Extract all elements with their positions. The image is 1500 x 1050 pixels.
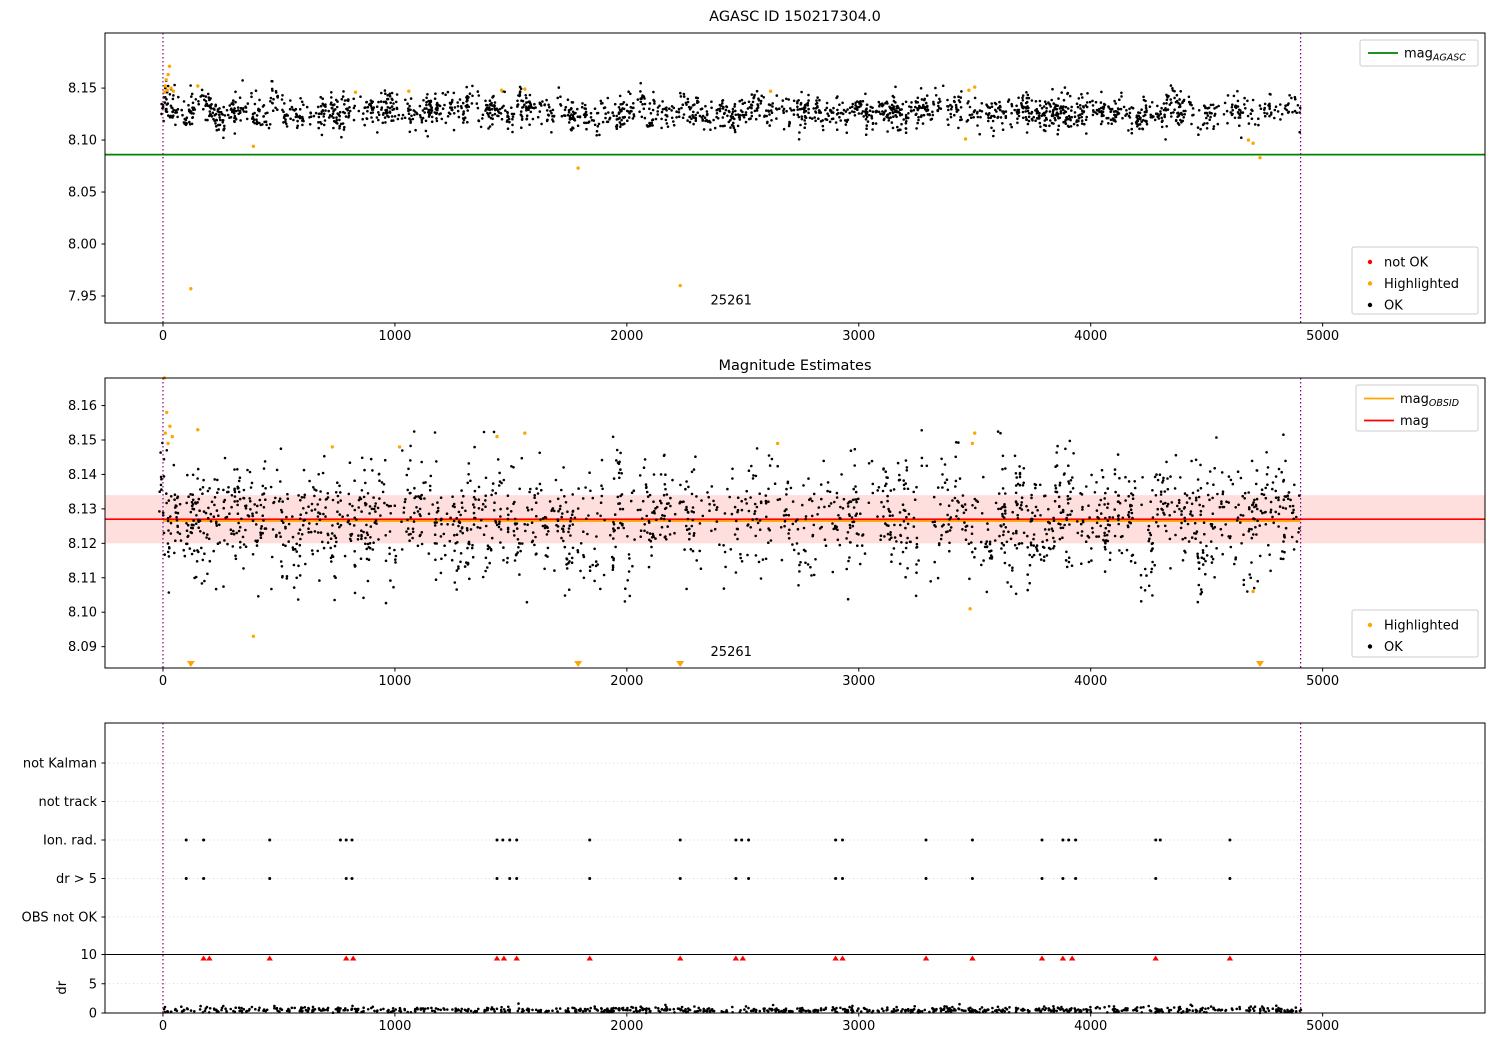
panel-mag-agasc: 0 1000 2000 3000 4000 5000 7.95 8.00 8.05 8.10 8.1… [68, 9, 1486, 344]
axes-frame [104, 377, 1486, 669]
dr-clipped-marker [969, 955, 976, 961]
clipped-low-marker [1256, 661, 1265, 667]
legend-marker [1367, 281, 1373, 286]
label: 8.12 [68, 537, 97, 552]
flag-label: Ion. rad. [43, 834, 97, 849]
axes-frame [104, 722, 1486, 1014]
label: 3000 [842, 674, 875, 689]
ok-scatter [160, 79, 1302, 141]
label: 5000 [1306, 1019, 1339, 1034]
label: 0 [159, 1019, 167, 1034]
label: 1000 [378, 329, 411, 344]
legend-marker [1367, 622, 1373, 628]
dr-clipped-marker [349, 955, 357, 961]
dr-clipped-marker [839, 955, 846, 961]
legend-box [1351, 246, 1479, 315]
dr-clipped-marker [739, 955, 747, 961]
label: 2000 [610, 1019, 643, 1034]
legend-marker [1367, 644, 1373, 649]
dr-clipped-marker [922, 955, 930, 961]
label: 4000 [1074, 674, 1107, 689]
label: mag [1400, 414, 1429, 429]
label: 5 [89, 977, 97, 992]
label: 7.95 [68, 289, 97, 304]
label: 1000 [378, 674, 411, 689]
dr-clipped-marker [513, 955, 520, 961]
label: 8.10 [68, 606, 97, 621]
label: 3000 [842, 329, 875, 344]
dr-scatter [162, 1002, 1303, 1015]
highlighted-scatter [162, 64, 1262, 291]
panel-flags-dr: 0 1000 2000 3000 4000 5000 not Kalman not track… [22, 722, 1486, 1034]
dr-clipped-marker [1226, 955, 1234, 961]
dr-clipped-marker [1059, 955, 1067, 961]
label: not OK [1384, 256, 1429, 271]
legend-marker [1367, 302, 1373, 308]
flag-label: OBS not OK [22, 911, 98, 926]
label: 0 [159, 329, 167, 344]
panel-title: Magnitude Estimates [718, 358, 871, 374]
label: OK [1384, 299, 1403, 314]
label: 5000 [1306, 674, 1339, 689]
label: 8.15 [68, 433, 97, 448]
flag-label: dr > 5 [56, 872, 97, 887]
label: 2000 [610, 674, 643, 689]
dr-clipped-marker [1068, 955, 1076, 961]
panel-title: AGASC ID 150217304.0 [709, 9, 881, 25]
dr-clipped-marker [206, 955, 213, 961]
dr-clipped-marker [343, 955, 350, 961]
dr-clipped-marker [493, 955, 501, 961]
clipped-low-marker [186, 661, 195, 667]
clipped-low-marker [574, 661, 583, 667]
label: 8.16 [68, 399, 97, 414]
dr-clipped-marker [1038, 955, 1046, 961]
dr-clipped-marker [732, 955, 740, 961]
label: 8.05 [68, 186, 97, 201]
obsid-annotation: 25261 [711, 293, 752, 308]
flag-label: not Kalman [23, 757, 97, 772]
label: 4000 [1074, 1019, 1107, 1034]
label: 0 [159, 674, 167, 689]
dr-clipped-marker [200, 955, 207, 961]
label: 4000 [1074, 329, 1107, 344]
dr-axis-label: dr [55, 980, 70, 994]
label: 8.15 [68, 82, 97, 97]
clipped-low-marker [676, 661, 685, 667]
label: 3000 [842, 1019, 875, 1034]
label: 8.09 [68, 640, 97, 655]
dr-clipped-marker [832, 955, 839, 961]
label: 8.10 [68, 134, 97, 149]
label: 8.14 [68, 468, 97, 483]
label: Highlighted [1384, 619, 1459, 634]
legend-marker [1367, 259, 1373, 265]
flag-label: not track [38, 795, 97, 810]
legend-box [1351, 609, 1479, 658]
label: 8.11 [68, 571, 97, 586]
dr-clipped-marker [586, 955, 593, 961]
panel-mag-estimates: 0 1000 2000 3000 4000 5000 8.09 8.10 8.11 8.12 8.1… [68, 358, 1486, 689]
label: 0 [89, 1007, 97, 1022]
label: Highlighted [1384, 277, 1459, 292]
label: 2000 [610, 329, 643, 344]
axes-frame [104, 32, 1486, 324]
label: 10 [80, 948, 97, 963]
dr-clipped-marker [266, 955, 273, 961]
label: 8.13 [68, 502, 97, 517]
obsid-annotation: 25261 [711, 645, 752, 660]
label: 1000 [378, 1019, 411, 1034]
legend-box [1359, 39, 1479, 67]
label: 8.00 [68, 238, 97, 253]
dr-clipped-marker [500, 955, 508, 961]
label: OK [1384, 640, 1403, 655]
legend-box [1355, 384, 1479, 432]
dr-clipped-marker [1152, 955, 1159, 961]
dr-clipped-marker [676, 955, 684, 961]
label: 5000 [1306, 329, 1339, 344]
